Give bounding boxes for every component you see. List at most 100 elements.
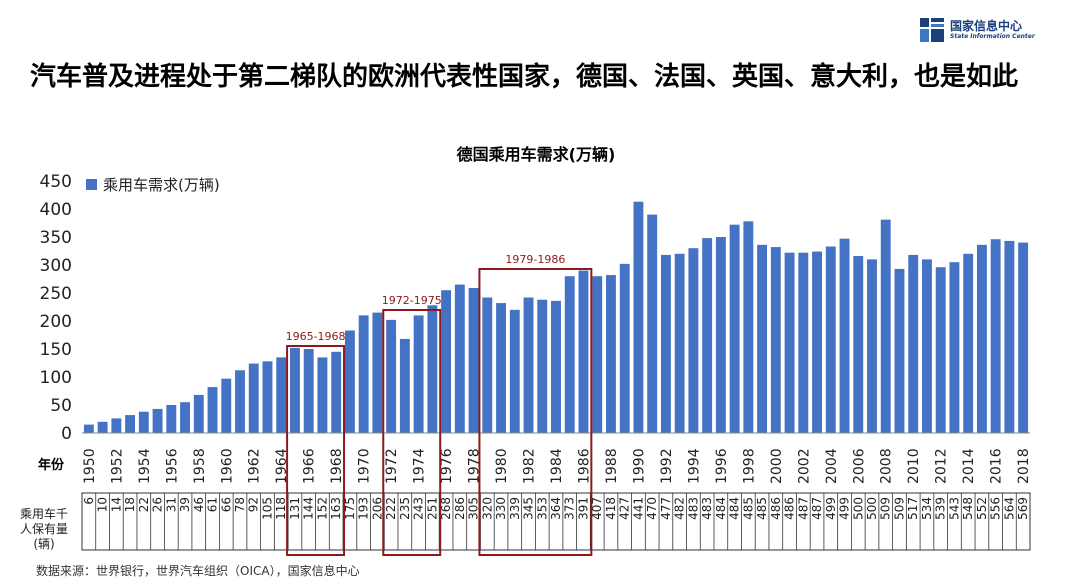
bar: [193, 394, 204, 433]
x-tick-label: 1966: [302, 448, 318, 484]
highlight-box-label: 1979-1986: [505, 253, 565, 266]
bar: [290, 347, 300, 433]
ownership-value: 499: [824, 497, 838, 520]
bar: [976, 244, 987, 433]
x-tick-label: 1994: [686, 448, 702, 484]
bar: [331, 351, 342, 433]
x-tick-label: 2008: [879, 448, 895, 484]
x-tick-label: 1990: [631, 448, 647, 484]
ownership-row-label-line: (辆): [33, 537, 54, 551]
ownership-value: 534: [920, 497, 934, 520]
bar: [152, 408, 163, 433]
bar: [482, 297, 493, 433]
ownership-value: 482: [673, 497, 687, 520]
x-tick-label: 2000: [769, 448, 785, 484]
ownership-value: 552: [975, 497, 989, 520]
bar: [949, 262, 960, 433]
ownership-value: 500: [865, 497, 879, 520]
ownership-row-label-line: 乘用车千: [20, 506, 68, 521]
bar: [454, 284, 465, 433]
bar: [317, 357, 328, 433]
bar: [97, 421, 108, 433]
bar: [619, 263, 630, 433]
ownership-value: 330: [494, 497, 508, 520]
bar: [867, 259, 877, 433]
x-tick-label: 1970: [357, 448, 373, 484]
ownership-value: 487: [810, 497, 824, 520]
bar: [248, 363, 259, 433]
bar: [702, 238, 713, 433]
ownership-value: 31: [164, 497, 178, 512]
ownership-value: 14: [109, 497, 123, 512]
ownership-value: 118: [274, 497, 288, 520]
x-tick-label: 1980: [494, 448, 510, 484]
legend-swatch: [86, 179, 97, 190]
ownership-value: 483: [700, 497, 714, 520]
legend-label: 乘用车需求(万辆): [103, 176, 220, 194]
highlight-box-label: 1972-1975: [382, 294, 442, 307]
bar: [537, 299, 548, 433]
ownership-value: 345: [522, 497, 536, 520]
ownership-row-label-line: 人保有量: [20, 522, 68, 536]
x-tick-label: 1952: [109, 448, 125, 484]
ownership-value: 235: [398, 497, 412, 520]
ownership-value: 152: [315, 497, 329, 520]
bar: [235, 370, 245, 433]
x-tick-label: 1958: [192, 448, 208, 484]
bar: [660, 254, 671, 433]
highlight-box: [382, 309, 442, 556]
ownership-value: 353: [535, 497, 549, 520]
x-tick-label: 1974: [412, 448, 428, 484]
bar: [509, 309, 520, 433]
ownership-value: 175: [343, 497, 357, 520]
ownership-value: 539: [934, 497, 948, 520]
bar: [441, 290, 452, 433]
bar: [578, 270, 589, 433]
bar: [207, 387, 218, 433]
bar: [894, 268, 905, 433]
logo-subtitle: State Information Center: [950, 33, 1035, 40]
ownership-value: 564: [1002, 497, 1016, 520]
bar: [413, 315, 424, 433]
highlight-box-label: 1965-1968: [286, 330, 346, 343]
bar: [276, 357, 287, 433]
bar: [399, 338, 410, 433]
bar: [990, 239, 1001, 433]
ownership-value: 10: [96, 497, 110, 512]
bar: [908, 254, 919, 433]
bar: [427, 305, 438, 433]
bar: [221, 378, 232, 433]
x-tick-label: 1988: [604, 448, 620, 484]
ownership-value: 483: [686, 497, 700, 520]
y-tick-label: 50: [50, 396, 72, 416]
ownership-value: 391: [576, 497, 590, 520]
ownership-value: 92: [247, 497, 261, 512]
x-tick-label: 1950: [82, 448, 98, 484]
ownership-value: 484: [728, 497, 742, 520]
y-tick-label: 450: [40, 172, 72, 192]
y-tick-label: 200: [40, 312, 72, 332]
ownership-value: 6: [82, 497, 96, 505]
ownership-value: 486: [769, 497, 783, 520]
bar: [825, 246, 836, 433]
bar: [344, 330, 355, 433]
ownership-value: 251: [425, 497, 439, 520]
ownership-value: 66: [219, 497, 233, 512]
ownership-value: 78: [233, 497, 247, 512]
bar: [743, 221, 754, 433]
bar: [715, 237, 726, 433]
ownership-value: 286: [453, 497, 467, 520]
x-tick-label: 1954: [137, 448, 153, 484]
highlight-box: [286, 345, 346, 556]
y-tick-label: 300: [40, 256, 72, 276]
ownership-value: 427: [618, 497, 632, 520]
ownership-value: 18: [123, 497, 137, 512]
x-tick-label: 2014: [961, 448, 977, 484]
ownership-value: 407: [590, 497, 604, 520]
ownership-value: 477: [659, 497, 673, 520]
x-tick-label: 2018: [1016, 448, 1032, 484]
bar: [853, 256, 864, 433]
ownership-value: 22: [137, 497, 151, 512]
bar: [757, 244, 768, 433]
